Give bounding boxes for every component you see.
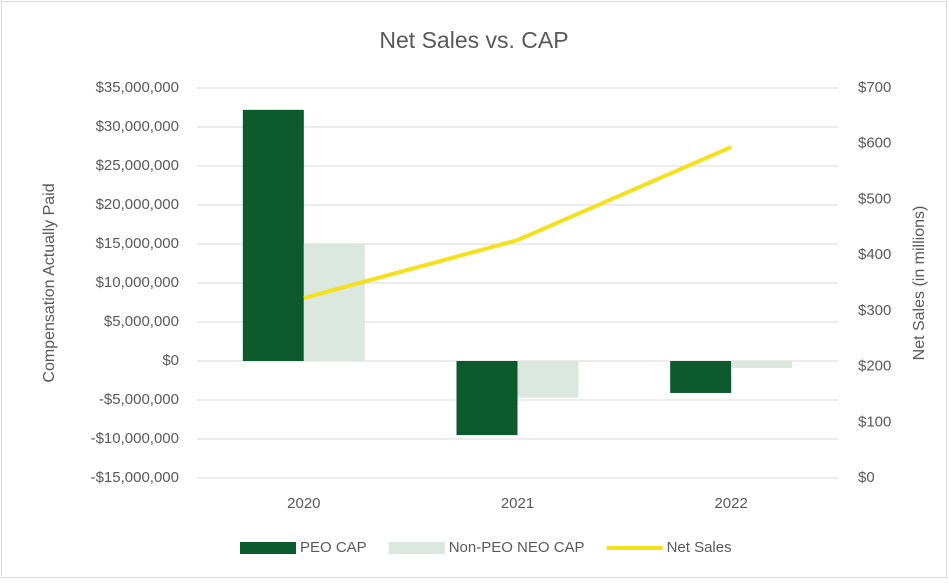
legend-label: Non-PEO NEO CAP xyxy=(449,539,585,556)
bar xyxy=(242,109,304,361)
y-axis-title: Compensation Actually Paid xyxy=(41,183,58,382)
chart-title: Net Sales vs. CAP xyxy=(379,27,568,53)
y-tick-label: $35,000,000 xyxy=(96,79,179,96)
bar xyxy=(303,243,365,361)
x-tick-label: 2022 xyxy=(714,495,747,512)
y-tick-label: $0 xyxy=(162,352,179,369)
bar xyxy=(456,361,518,436)
x-tick-label: 2020 xyxy=(287,495,320,512)
y2-tick-label: $400 xyxy=(858,246,891,263)
x-tick-label: 2021 xyxy=(501,495,534,512)
y2-tick-label: $600 xyxy=(858,135,891,152)
legend-label: Net Sales xyxy=(667,539,732,556)
y2-tick-label: $700 xyxy=(858,79,891,96)
y2-tick-label: $200 xyxy=(858,358,891,375)
y2-tick-label: $500 xyxy=(858,190,891,207)
legend-label: PEO CAP xyxy=(300,539,367,556)
y-tick-label: -$10,000,000 xyxy=(91,430,179,447)
y-tick-label: $25,000,000 xyxy=(96,157,179,174)
y2-tick-label: $0 xyxy=(858,469,875,486)
y-tick-label: $30,000,000 xyxy=(96,118,179,135)
y2-tick-label: $100 xyxy=(858,413,891,430)
y2-axis-title: Net Sales (in millions) xyxy=(911,206,928,361)
bar xyxy=(731,361,793,369)
y-tick-label: $15,000,000 xyxy=(96,235,179,252)
legend-swatch xyxy=(388,542,445,554)
bar xyxy=(670,361,732,393)
y-tick-label: -$15,000,000 xyxy=(91,469,179,486)
y-tick-label: -$5,000,000 xyxy=(99,391,179,408)
bar xyxy=(517,361,579,398)
line xyxy=(303,145,732,300)
y-tick-label: $20,000,000 xyxy=(96,196,179,213)
y-tick-label: $10,000,000 xyxy=(96,274,179,291)
y2-tick-label: $300 xyxy=(858,302,891,319)
y-tick-label: $5,000,000 xyxy=(104,313,179,330)
legend-swatch xyxy=(240,542,296,554)
